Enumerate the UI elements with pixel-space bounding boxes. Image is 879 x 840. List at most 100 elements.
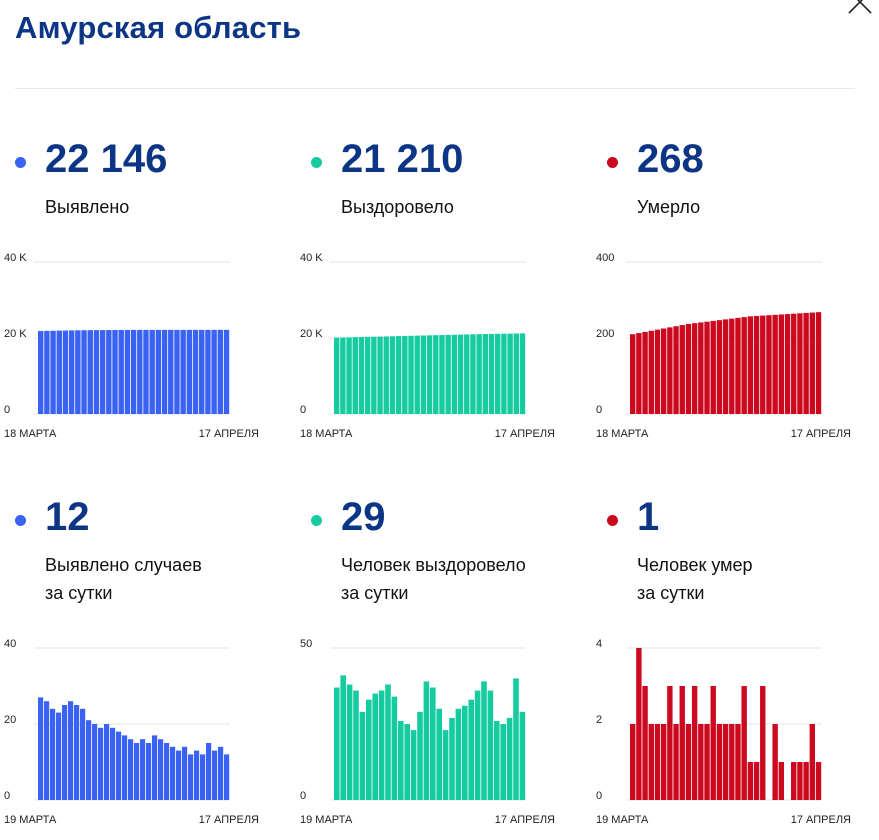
bar [218,746,224,800]
bar [660,724,667,800]
bar [815,312,822,414]
bar [372,693,378,800]
stat-card-recovered: 21 210 Выздоровело [311,135,591,475]
bar [704,724,710,800]
bar [398,720,404,800]
bar [44,330,50,414]
bar [128,739,134,800]
bar [366,699,372,800]
bar [211,329,217,414]
bar [110,727,116,800]
bar [698,322,704,414]
bar [481,681,487,800]
series-dot [607,157,618,168]
bar [146,743,152,800]
bar [760,315,766,414]
bar [462,705,468,800]
bar [86,720,92,800]
bar [741,317,747,414]
bar [378,690,385,800]
title-divider [15,88,855,89]
bar [698,724,704,800]
bar [772,724,778,800]
series-dot [15,157,26,168]
bar [199,329,205,414]
bar [519,333,526,414]
stat-label: Умерло [637,197,701,217]
series-dot [311,157,322,168]
bar [729,724,735,800]
bar [340,337,346,414]
bar [741,686,747,800]
bar [445,334,451,414]
bar [93,330,100,414]
bar [74,705,80,800]
bar [442,730,449,800]
bar [164,743,170,800]
bar [346,337,352,414]
chart-daily-detected: 0 20 40 19 МАРТА 17 АПРЕЛЯ [4,638,259,826]
bar [722,319,729,414]
bar [630,334,636,414]
stat-label: Человек выздоровело за сутки [341,555,526,603]
bar [206,743,212,800]
bar [722,724,729,800]
bar [660,328,667,414]
bar [62,330,69,414]
bar [809,724,815,800]
bar [642,686,648,800]
bar [487,690,494,800]
bar [68,701,74,800]
close-icon[interactable] [846,0,874,16]
bar [334,687,340,800]
bar [408,335,414,414]
bar [648,330,654,414]
bar [56,712,62,800]
bar [371,336,377,414]
y-tick-label: 20 [4,714,16,726]
stat-card-daily-recovered: 29 Человек выздоровело за сутки [311,493,591,833]
bar [130,329,137,414]
stat-value: 1 [637,495,660,539]
x-start-label: 19 МАРТА [596,814,649,826]
bar [455,708,462,800]
bar [513,333,519,414]
bar [791,762,797,800]
bar [50,330,56,414]
bar [174,329,180,414]
chart-total-detected: 0 20 K 40 K 18 МАРТА 17 АПРЕЛЯ [4,252,259,440]
bar [200,754,206,800]
bar [62,705,68,800]
bar [667,327,673,414]
bar [760,686,766,800]
x-start-label: 19 МАРТА [4,814,57,826]
series-dot [15,515,26,526]
bar [495,333,501,414]
stat-label: Человек умер за сутки [637,555,753,603]
bar [710,686,716,800]
bar [152,735,158,800]
bar [92,724,98,800]
bar [364,336,371,414]
bar [186,329,193,414]
stat-label: Выявлено случаев за сутки [45,555,202,603]
bar [494,720,500,800]
bar [753,762,760,800]
bar [513,678,519,800]
bar [449,717,455,800]
bar [735,724,741,800]
bar [464,334,470,414]
bar [654,329,661,414]
y-tick-label: 0 [300,790,306,802]
bar [168,329,174,414]
bar [99,330,106,414]
stat-card-daily-deaths: 1 Человек умер за сутки [607,493,879,833]
bar [772,314,778,414]
y-tick-label: 20 K [300,328,323,340]
bar [691,323,698,414]
bar [642,331,648,414]
y-tick-label: 0 [4,790,10,802]
y-tick-label: 40 [4,638,16,650]
stat-label: Выявлено [45,197,130,217]
bar [648,724,654,800]
